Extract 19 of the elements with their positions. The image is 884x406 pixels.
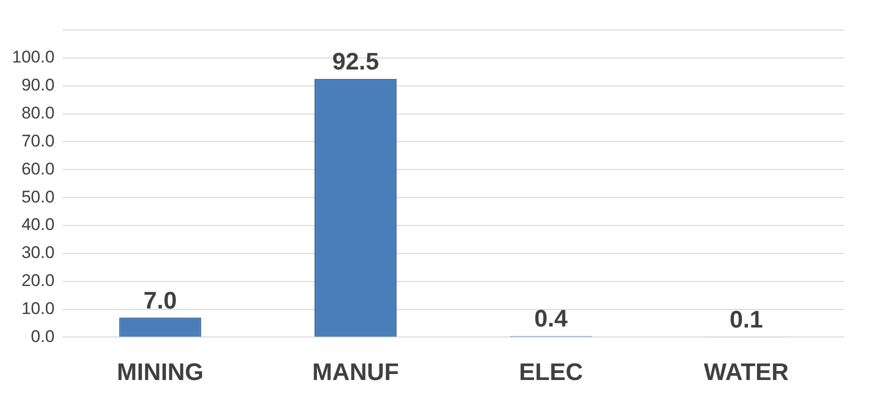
y-tick-label: 50.0 [21,187,55,206]
y-tick-label: 10.0 [21,298,55,318]
x-tick-label: WATER [704,359,789,386]
data-label: 92.5 [332,48,379,76]
y-tick-label: 30.0 [21,243,55,262]
data-label: 7.0 [144,287,177,314]
y-tick-label: 60.0 [21,159,55,178]
y-tick-label: 70.0 [21,131,55,150]
x-tick-label: MINING [116,359,204,386]
y-tick-label: 90.0 [21,76,55,95]
y-tick-label: 40.0 [21,215,55,234]
data-label: 0.1 [730,306,764,334]
y-tick-label: 0.0 [30,326,55,346]
y-tick-label: 100.0 [12,48,55,67]
x-tick-label: MANUF [312,359,399,386]
data-label: 0.4 [534,306,568,333]
x-tick-label: ELEC [518,359,583,386]
y-tick-label: 20.0 [21,271,55,290]
y-tick-label: 80.0 [21,103,55,122]
